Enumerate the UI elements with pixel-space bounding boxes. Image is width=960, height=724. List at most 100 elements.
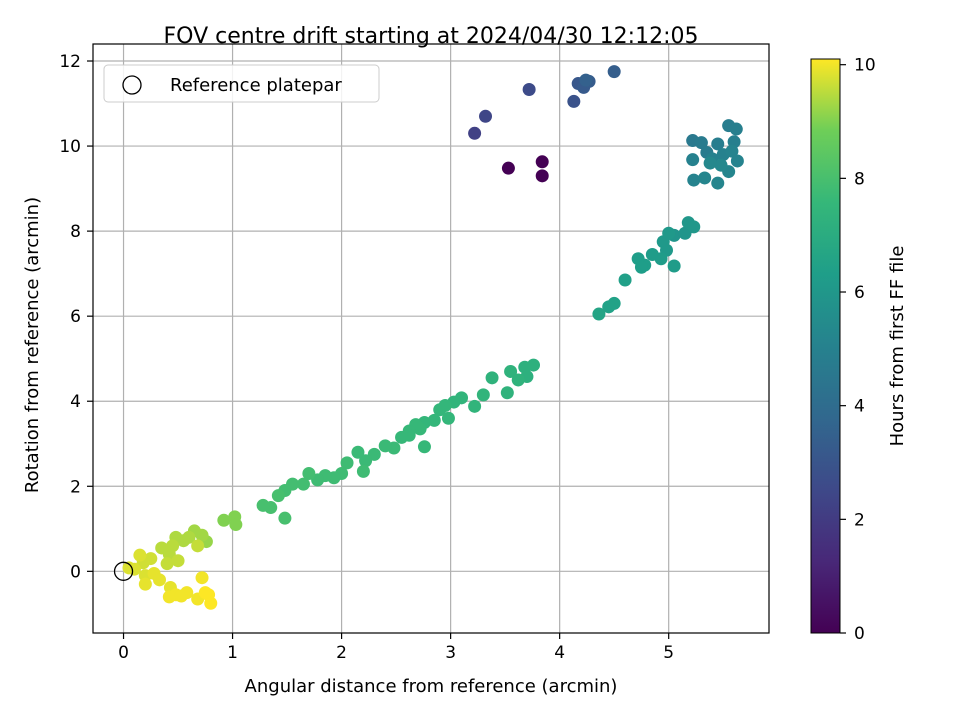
plot-frame: [92, 43, 770, 634]
colorbar-tick-label: 8: [854, 169, 865, 189]
y-tick-label: 4: [70, 392, 81, 412]
data-point: [198, 586, 212, 600]
data-point: [479, 109, 493, 123]
chart-title: FOV centre drift starting at 2024/04/30 …: [164, 24, 699, 49]
legend-label: Reference platepar: [170, 75, 342, 96]
data-point: [522, 83, 536, 97]
y-tick-label: 12: [59, 52, 81, 72]
colorbar-gradient: [810, 58, 841, 634]
x-tick-label: 1: [227, 643, 238, 663]
y-tick-label: 2: [70, 477, 81, 497]
x-tick-label: 2: [336, 643, 347, 663]
colorbar-tick-label: 4: [854, 397, 865, 417]
legend-box: [103, 64, 380, 103]
data-point: [485, 371, 499, 385]
data-point: [504, 364, 518, 378]
colorbar: 0 2 4 6 8 10 Hours from first FF file: [810, 56, 908, 644]
data-point: [711, 137, 725, 151]
data-point: [667, 259, 681, 273]
y-tick-label: 0: [70, 562, 81, 582]
data-point: [607, 65, 621, 79]
data-point: [171, 554, 185, 568]
y-tick-label: 10: [59, 137, 81, 157]
grid-lines: [93, 44, 769, 633]
data-point: [694, 136, 708, 150]
x-tick-label: 0: [118, 643, 129, 663]
y-tick-label: 8: [70, 222, 81, 242]
y-axis-label: Rotation from reference (arcmin): [22, 197, 43, 493]
colorbar-tick-label: 10: [854, 56, 876, 76]
data-point: [476, 388, 490, 402]
data-point: [468, 399, 482, 413]
reference-point-marker: [113, 561, 134, 581]
colorbar-ticks: 0 2 4 6 8 10: [840, 56, 876, 644]
data-point: [217, 513, 231, 527]
data-point: [138, 577, 152, 591]
data-point: [711, 176, 725, 190]
x-tick-label: 4: [554, 643, 565, 663]
colorbar-tick-label: 6: [854, 283, 865, 303]
data-point: [698, 171, 712, 185]
data-point: [162, 590, 176, 604]
data-point: [500, 386, 514, 400]
data-point: [296, 477, 310, 491]
data-point: [191, 539, 205, 553]
data-point: [378, 439, 392, 453]
data-point: [256, 498, 270, 512]
x-axis-label: Angular distance from reference (arcmin): [245, 676, 618, 697]
data-point: [174, 589, 188, 603]
data-point: [602, 300, 616, 314]
data-point: [417, 440, 431, 454]
data-point: [356, 464, 370, 478]
data-point: [535, 169, 549, 183]
data-point: [703, 156, 717, 170]
data-point: [160, 557, 174, 571]
data-point: [195, 571, 209, 585]
data-point: [662, 226, 676, 240]
x-axis-ticks: 0 1 2 3 4 5: [118, 633, 674, 663]
data-point: [501, 161, 515, 175]
data-point: [271, 489, 285, 503]
x-tick-label: 3: [445, 643, 456, 663]
data-points: [122, 65, 744, 610]
data-point: [340, 456, 354, 470]
data-point: [153, 573, 167, 587]
data-point: [511, 373, 525, 387]
colorbar-tick-label: 2: [854, 510, 865, 530]
data-point: [634, 260, 648, 274]
data-point: [567, 94, 581, 108]
data-point: [687, 220, 701, 234]
colorbar-tick-label: 0: [854, 624, 865, 644]
data-point: [687, 173, 701, 187]
data-point: [592, 307, 606, 321]
colorbar-label: Hours from first FF file: [887, 246, 908, 447]
data-point: [729, 122, 743, 136]
data-point: [427, 413, 441, 427]
data-point: [359, 454, 373, 468]
data-point: [302, 467, 316, 481]
data-point: [351, 445, 365, 459]
legend: Reference platepar: [103, 64, 380, 103]
data-point: [133, 548, 147, 562]
data-point: [645, 248, 659, 262]
data-point: [402, 428, 416, 442]
data-point: [730, 154, 744, 168]
data-point: [433, 403, 447, 417]
data-point: [579, 73, 593, 87]
legend-reference-icon: [122, 75, 142, 95]
data-point: [618, 273, 632, 287]
data-point: [155, 541, 169, 555]
y-axis-ticks: 0 2 4 6 8 10 12: [59, 52, 93, 582]
data-point: [229, 518, 243, 532]
data-point: [725, 144, 739, 158]
data-point: [686, 153, 700, 167]
data-point: [278, 511, 292, 525]
x-tick-label: 5: [663, 643, 674, 663]
data-point: [535, 155, 549, 169]
data-point: [441, 411, 455, 425]
data-point: [468, 126, 482, 140]
y-tick-label: 6: [70, 307, 81, 327]
data-point: [714, 158, 728, 172]
